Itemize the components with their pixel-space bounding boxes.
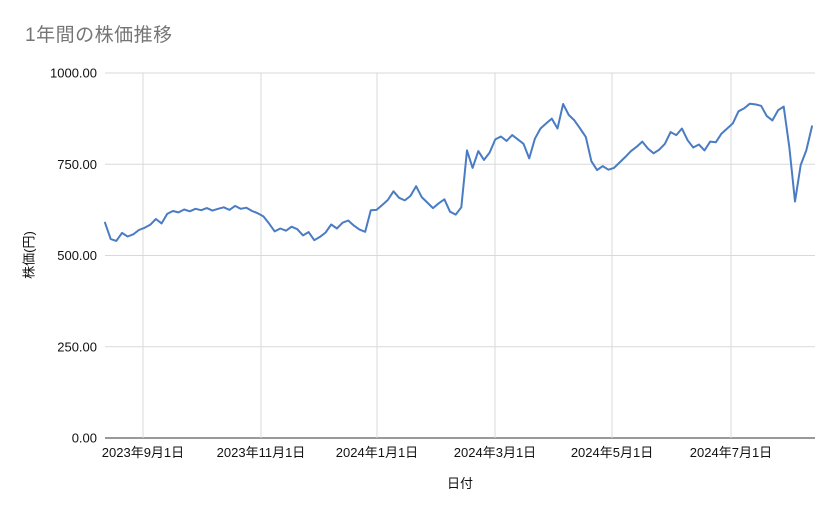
y-tick-label: 250.00 [57, 339, 97, 354]
x-tick-label: 2023年11月1日 [217, 445, 306, 460]
chart-title: 1年間の株価推移 [25, 25, 173, 46]
x-tick-label: 2024年7月1日 [690, 445, 772, 460]
y-tick-label: 0.00 [72, 431, 97, 446]
stock-price-line [104, 102, 813, 242]
x-tick-label: 2024年5月1日 [571, 445, 653, 460]
y-tick-label: 1000.00 [50, 66, 97, 81]
x-tick-label: 2024年1月1日 [336, 445, 418, 460]
y-tick-label: 500.00 [57, 248, 97, 263]
x-tick-label: 2023年9月1日 [102, 445, 184, 460]
x-axis-title: 日付 [446, 476, 474, 491]
x-tick-label: 2024年3月1日 [454, 445, 536, 460]
y-tick-label: 750.00 [57, 157, 97, 172]
